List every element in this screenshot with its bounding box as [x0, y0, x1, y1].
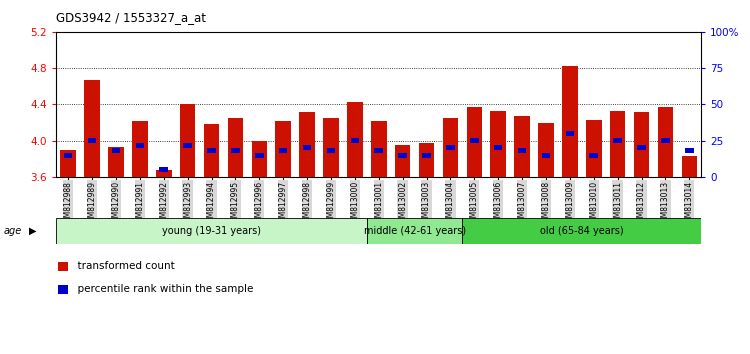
Bar — [58, 262, 68, 271]
Bar — [470, 138, 478, 143]
Bar — [586, 120, 602, 177]
Bar — [662, 138, 670, 143]
Bar — [371, 121, 386, 177]
Bar — [112, 148, 120, 153]
Bar — [566, 131, 574, 136]
Text: middle (42-61 years): middle (42-61 years) — [364, 226, 466, 236]
Text: ▶: ▶ — [28, 226, 36, 236]
Bar — [374, 148, 383, 153]
Bar — [56, 218, 367, 244]
Bar — [207, 148, 216, 153]
Bar — [446, 145, 454, 150]
Bar — [160, 167, 168, 172]
Text: transformed count: transformed count — [71, 261, 175, 272]
Bar — [299, 112, 315, 177]
Bar — [518, 148, 526, 153]
Bar — [231, 148, 240, 153]
Bar — [279, 148, 287, 153]
Bar — [136, 143, 144, 148]
Bar — [88, 138, 96, 143]
Bar — [180, 104, 196, 177]
Bar — [610, 111, 626, 177]
Bar — [538, 124, 554, 177]
Bar — [514, 116, 529, 177]
Bar — [183, 143, 192, 148]
Bar — [442, 118, 458, 177]
Bar — [228, 118, 243, 177]
Bar — [347, 102, 363, 177]
Bar — [303, 145, 311, 150]
Bar — [367, 218, 462, 244]
Bar — [638, 145, 646, 150]
Bar — [323, 118, 339, 177]
Bar — [327, 148, 335, 153]
Bar — [255, 153, 263, 158]
Bar — [419, 143, 434, 177]
Bar — [108, 147, 124, 177]
Text: young (19-31 years): young (19-31 years) — [162, 226, 261, 236]
Bar — [490, 111, 506, 177]
Bar — [156, 170, 172, 177]
Bar — [682, 156, 697, 177]
Bar — [658, 107, 674, 177]
Bar — [614, 138, 622, 143]
Bar — [462, 218, 701, 244]
Text: old (65-84 years): old (65-84 years) — [540, 226, 623, 236]
Text: percentile rank within the sample: percentile rank within the sample — [71, 284, 254, 295]
Bar — [395, 145, 410, 177]
Bar — [251, 141, 267, 177]
Bar — [204, 124, 219, 177]
Bar — [634, 112, 650, 177]
Bar — [466, 107, 482, 177]
Bar — [132, 121, 148, 177]
Bar — [685, 148, 694, 153]
Bar — [494, 145, 502, 150]
Bar — [350, 138, 359, 143]
Bar — [542, 153, 550, 158]
Bar — [61, 150, 76, 177]
Text: GDS3942 / 1553327_a_at: GDS3942 / 1553327_a_at — [56, 11, 206, 24]
Bar — [84, 80, 100, 177]
Text: age: age — [4, 226, 22, 236]
Bar — [275, 121, 291, 177]
Bar — [398, 153, 407, 158]
Bar — [562, 66, 578, 177]
Bar — [422, 153, 430, 158]
Bar — [590, 153, 598, 158]
Bar — [58, 285, 68, 294]
Bar — [64, 153, 73, 158]
